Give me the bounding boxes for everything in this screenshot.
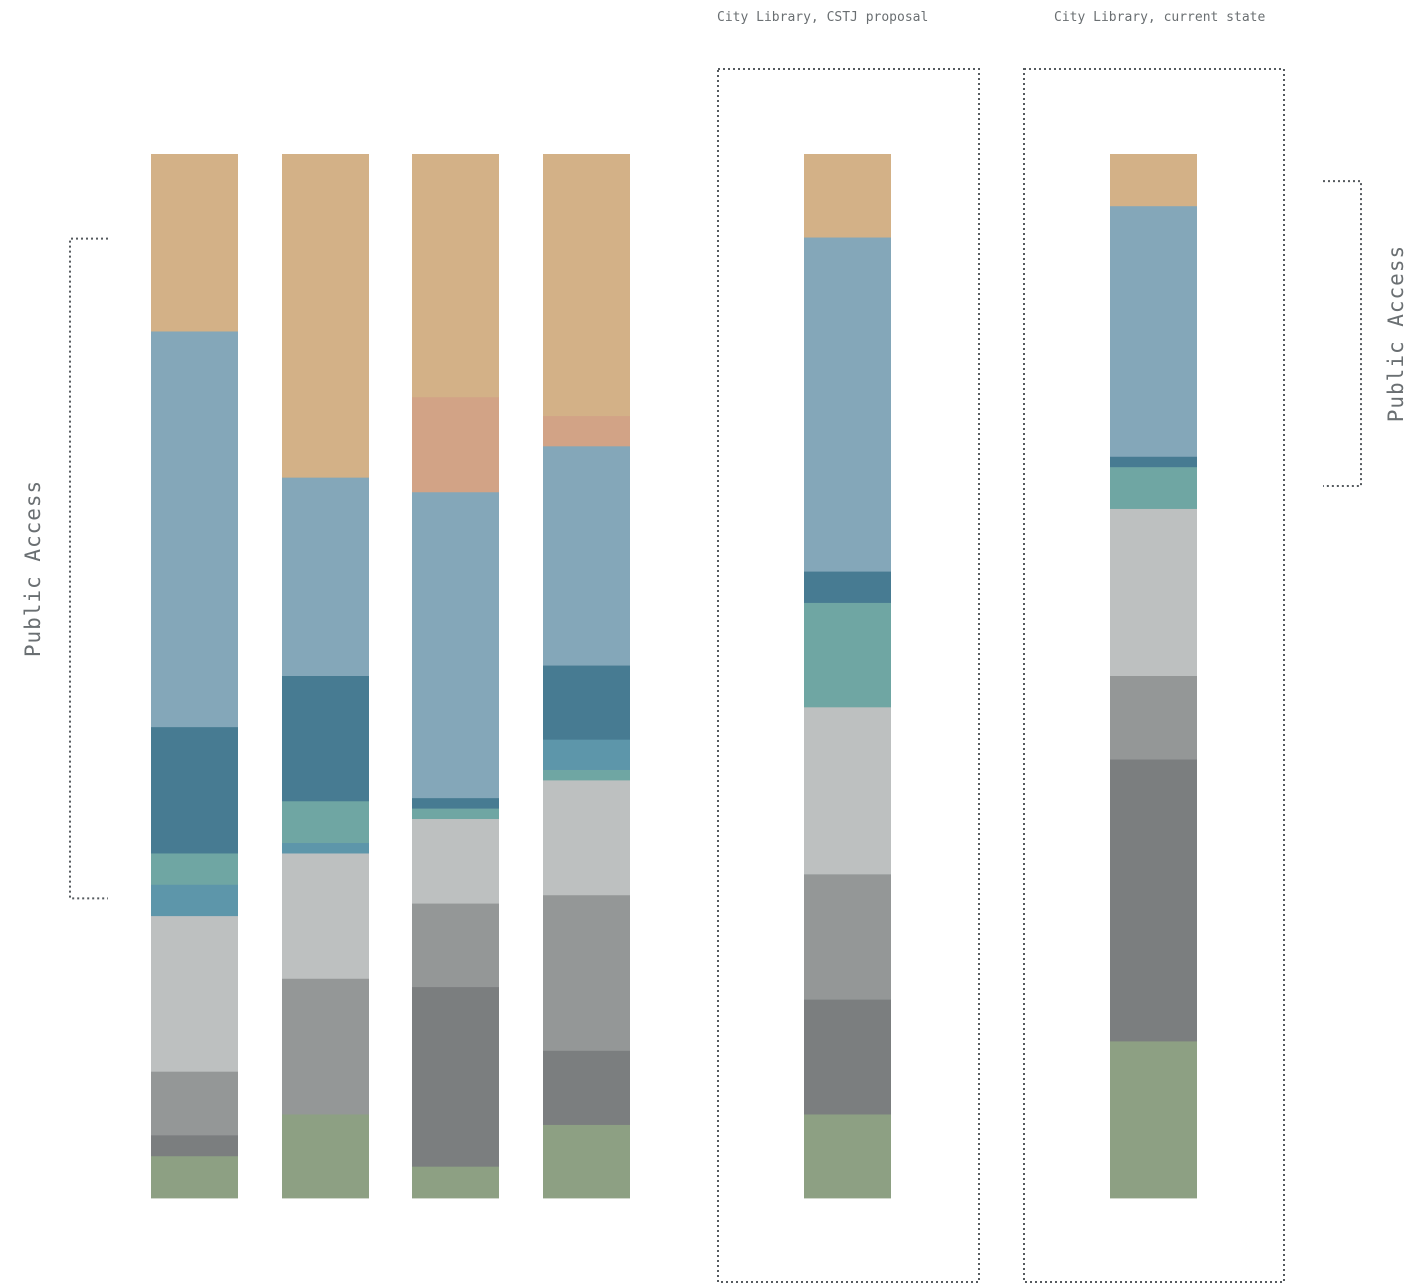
bar-segment-light-gray — [543, 780, 630, 896]
bar-segment-medium-gray — [151, 1071, 238, 1136]
public-access-bracket-left — [69, 237, 108, 900]
bar-segment-medium-gray — [804, 874, 891, 1001]
bar-segment-tan — [804, 154, 891, 238]
bar-segment-tan — [412, 154, 499, 398]
bar-segment-dark-gray — [804, 999, 891, 1115]
bar-segment-teal — [412, 808, 499, 820]
bar-column-5 — [804, 154, 891, 1199]
bar-segment-medium-blue — [282, 843, 369, 854]
bar-segment-tan — [282, 154, 369, 479]
bar-segment-sage-green — [412, 1166, 499, 1199]
column-6-frame — [1023, 68, 1285, 1283]
column-title: City Library, current state — [1054, 10, 1265, 25]
bar-segment-dark-gray — [151, 1135, 238, 1157]
bar-segment-medium-gray — [282, 978, 369, 1115]
bar-segment-light-gray — [804, 707, 891, 875]
bar-segment-light-blue — [412, 492, 499, 799]
bar-segment-dark-teal-blue — [804, 571, 891, 604]
bar-segment-light-blue — [151, 331, 238, 728]
public-access-bracket-right — [1323, 180, 1362, 487]
bar-segment-light-blue — [1110, 206, 1197, 458]
bar-segment-light-blue — [543, 446, 630, 666]
bar-segment-light-blue — [282, 477, 369, 677]
bar-segment-teal — [151, 853, 238, 886]
bar-segment-teal — [543, 769, 630, 781]
bar-segment-light-blue — [804, 237, 891, 572]
bar-segment-teal — [1110, 467, 1197, 510]
bar-segment-sage-green — [804, 1114, 891, 1199]
bar-segment-tan — [151, 154, 238, 332]
bar-column-2 — [282, 154, 369, 1199]
bar-segment-dark-gray — [543, 1050, 630, 1126]
bar-segment-sage-green — [282, 1114, 369, 1199]
bar-segment-dark-teal-blue — [151, 727, 238, 854]
bar-segment-dark-gray — [412, 987, 499, 1168]
bar-column-4 — [543, 154, 630, 1199]
public-access-label-left: Public Access — [21, 480, 45, 657]
bar-segment-medium-gray — [1110, 676, 1197, 760]
public-access-annotations: Public Access Public Access — [21, 180, 1408, 900]
bar-segment-dark-gray — [1110, 759, 1197, 1042]
column-frames — [717, 68, 1285, 1283]
bar-segment-medium-blue — [151, 884, 238, 917]
bar-segment-sage-green — [1110, 1041, 1197, 1199]
column-5-frame — [717, 68, 980, 1283]
bar-segment-medium-gray — [412, 903, 499, 988]
bar-columns — [151, 154, 1197, 1199]
bar-segment-light-gray — [1110, 508, 1197, 677]
bar-column-3 — [412, 154, 499, 1199]
bar-segment-teal — [804, 602, 891, 708]
bar-segment-light-gray — [151, 916, 238, 1073]
bar-segment-tan — [543, 154, 630, 417]
bar-segment-dark-teal-blue — [282, 676, 369, 802]
bar-column-6 — [1110, 154, 1197, 1199]
bar-segment-dark-teal-blue — [412, 798, 499, 809]
bar-segment-light-gray — [412, 819, 499, 904]
bar-segment-salmon — [412, 397, 499, 493]
bar-segment-sage-green — [543, 1124, 630, 1199]
bar-segment-medium-gray — [543, 895, 630, 1052]
bar-segment-teal — [282, 801, 369, 844]
bar-segment-salmon — [543, 416, 630, 447]
public-access-label-right: Public Access — [1384, 245, 1408, 422]
column-titles: City Library, CSTJ proposal City Library,… — [717, 10, 1265, 25]
bar-segment-tan — [1110, 154, 1197, 207]
bar-segment-dark-teal-blue — [543, 665, 630, 741]
column-title: City Library, CSTJ proposal — [717, 10, 928, 25]
bar-segment-sage-green — [151, 1156, 238, 1199]
bar-segment-light-gray — [282, 853, 369, 980]
bar-segment-dark-teal-blue — [1110, 456, 1197, 468]
bar-segment-medium-blue — [543, 739, 630, 771]
bar-column-1 — [151, 154, 238, 1199]
